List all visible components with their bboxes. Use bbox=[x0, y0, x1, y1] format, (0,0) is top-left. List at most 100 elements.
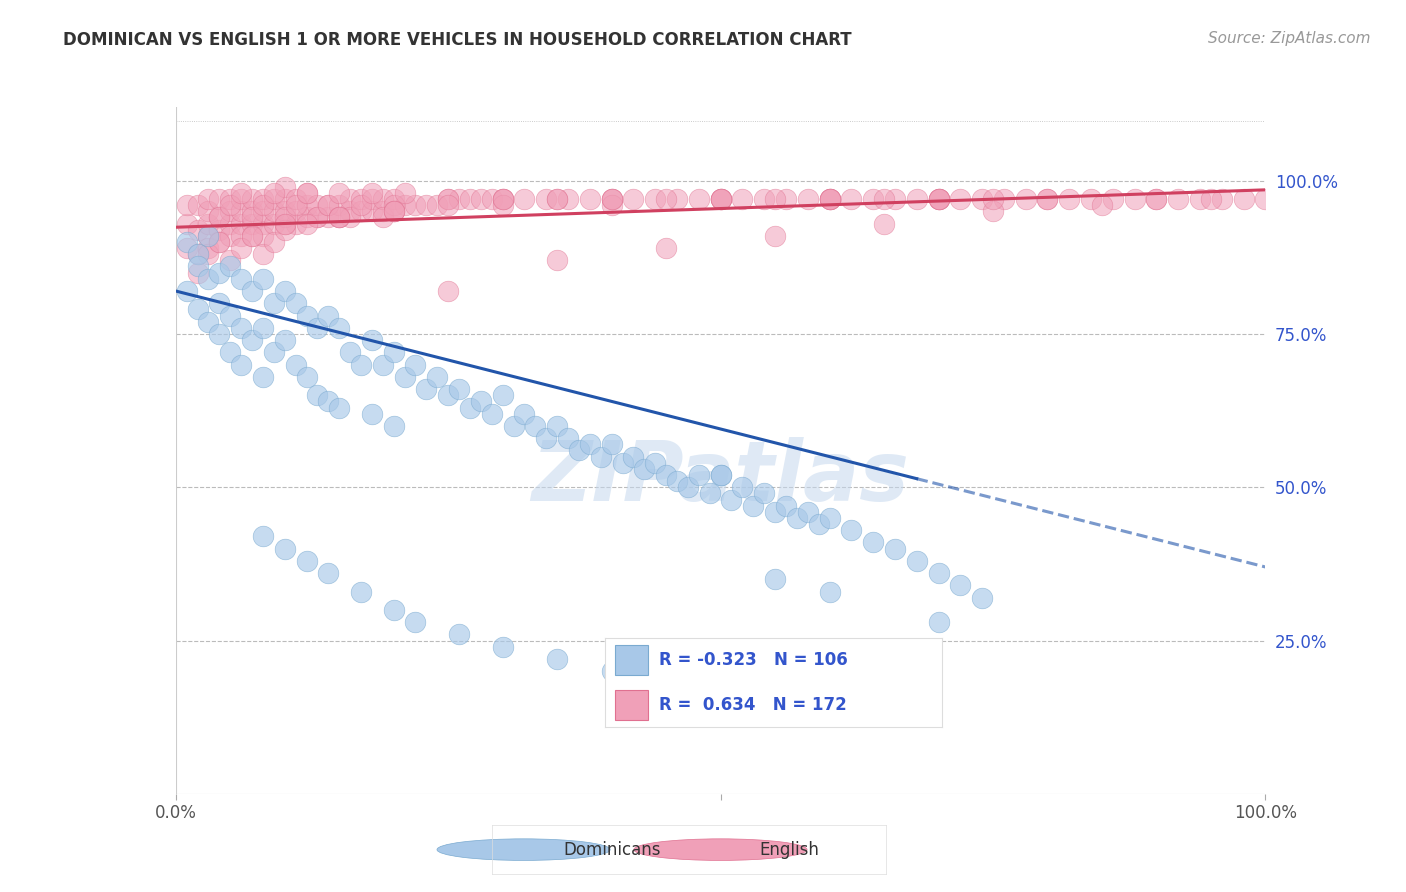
Point bbox=[928, 192, 950, 206]
Point bbox=[470, 192, 492, 206]
Point bbox=[252, 321, 274, 335]
Point bbox=[307, 388, 329, 402]
Point bbox=[710, 467, 733, 482]
Point bbox=[252, 217, 274, 231]
Point bbox=[295, 309, 318, 323]
Point bbox=[796, 192, 818, 206]
Point bbox=[534, 192, 557, 206]
Point bbox=[284, 217, 307, 231]
Point bbox=[862, 535, 884, 549]
Point bbox=[633, 462, 655, 476]
Point bbox=[274, 211, 297, 225]
Point bbox=[360, 204, 382, 219]
Point bbox=[328, 211, 350, 225]
Point bbox=[252, 247, 274, 261]
Point bbox=[710, 192, 733, 206]
Point bbox=[382, 204, 405, 219]
Point bbox=[405, 615, 427, 630]
Point bbox=[307, 211, 329, 225]
Point bbox=[763, 192, 786, 206]
Point bbox=[710, 192, 733, 206]
Point bbox=[252, 192, 274, 206]
Point bbox=[197, 192, 219, 206]
Point bbox=[219, 192, 242, 206]
Point bbox=[731, 192, 754, 206]
Point bbox=[197, 204, 219, 219]
Point bbox=[186, 222, 209, 236]
Point bbox=[546, 419, 568, 434]
Point bbox=[841, 192, 863, 206]
Point bbox=[350, 198, 373, 212]
Point bbox=[970, 192, 993, 206]
Point bbox=[350, 358, 373, 372]
Point bbox=[382, 192, 405, 206]
Point bbox=[928, 566, 950, 581]
Point bbox=[579, 437, 602, 451]
Point bbox=[360, 407, 382, 421]
Point bbox=[208, 211, 231, 225]
Point bbox=[274, 217, 297, 231]
Point bbox=[197, 315, 219, 329]
Point bbox=[295, 186, 318, 200]
Point bbox=[360, 333, 382, 347]
Point bbox=[208, 192, 231, 206]
Point bbox=[328, 211, 350, 225]
Point bbox=[231, 217, 253, 231]
Point bbox=[818, 192, 841, 206]
Point bbox=[295, 211, 318, 225]
Point bbox=[263, 235, 285, 249]
Point bbox=[928, 192, 950, 206]
Point bbox=[458, 401, 481, 415]
Point bbox=[513, 192, 536, 206]
Point bbox=[426, 198, 449, 212]
Point bbox=[274, 541, 297, 556]
Point bbox=[688, 467, 710, 482]
Point bbox=[231, 228, 253, 243]
Point bbox=[666, 474, 689, 488]
Point bbox=[754, 192, 776, 206]
Point bbox=[818, 511, 841, 525]
Point bbox=[394, 369, 416, 384]
Point bbox=[796, 505, 818, 519]
Point bbox=[557, 192, 579, 206]
Point bbox=[197, 228, 219, 243]
Point bbox=[394, 198, 416, 212]
Point bbox=[621, 450, 644, 464]
Point bbox=[186, 302, 209, 317]
Point bbox=[284, 358, 307, 372]
Point bbox=[949, 578, 972, 592]
Point bbox=[981, 204, 1004, 219]
Point bbox=[350, 192, 373, 206]
Point bbox=[284, 204, 307, 219]
Point bbox=[274, 204, 297, 219]
Point bbox=[1123, 192, 1146, 206]
Point bbox=[742, 499, 765, 513]
Point bbox=[807, 517, 830, 532]
Point bbox=[710, 192, 733, 206]
Point bbox=[371, 204, 394, 219]
Point bbox=[371, 192, 394, 206]
Point bbox=[481, 192, 503, 206]
Point bbox=[655, 676, 678, 690]
Point bbox=[219, 198, 242, 212]
Point bbox=[470, 394, 492, 409]
Point bbox=[655, 467, 678, 482]
Point bbox=[928, 615, 950, 630]
Point bbox=[284, 192, 307, 206]
Point bbox=[546, 652, 568, 666]
Point bbox=[219, 228, 242, 243]
Point bbox=[252, 271, 274, 285]
Point bbox=[666, 192, 689, 206]
Circle shape bbox=[437, 838, 610, 861]
Point bbox=[382, 204, 405, 219]
Point bbox=[307, 198, 329, 212]
Point bbox=[502, 419, 524, 434]
Point bbox=[589, 450, 612, 464]
Point bbox=[415, 382, 437, 396]
Circle shape bbox=[634, 838, 807, 861]
Point bbox=[710, 192, 733, 206]
Point bbox=[1036, 192, 1059, 206]
Point bbox=[1189, 192, 1212, 206]
Point bbox=[415, 198, 437, 212]
Point bbox=[621, 192, 644, 206]
